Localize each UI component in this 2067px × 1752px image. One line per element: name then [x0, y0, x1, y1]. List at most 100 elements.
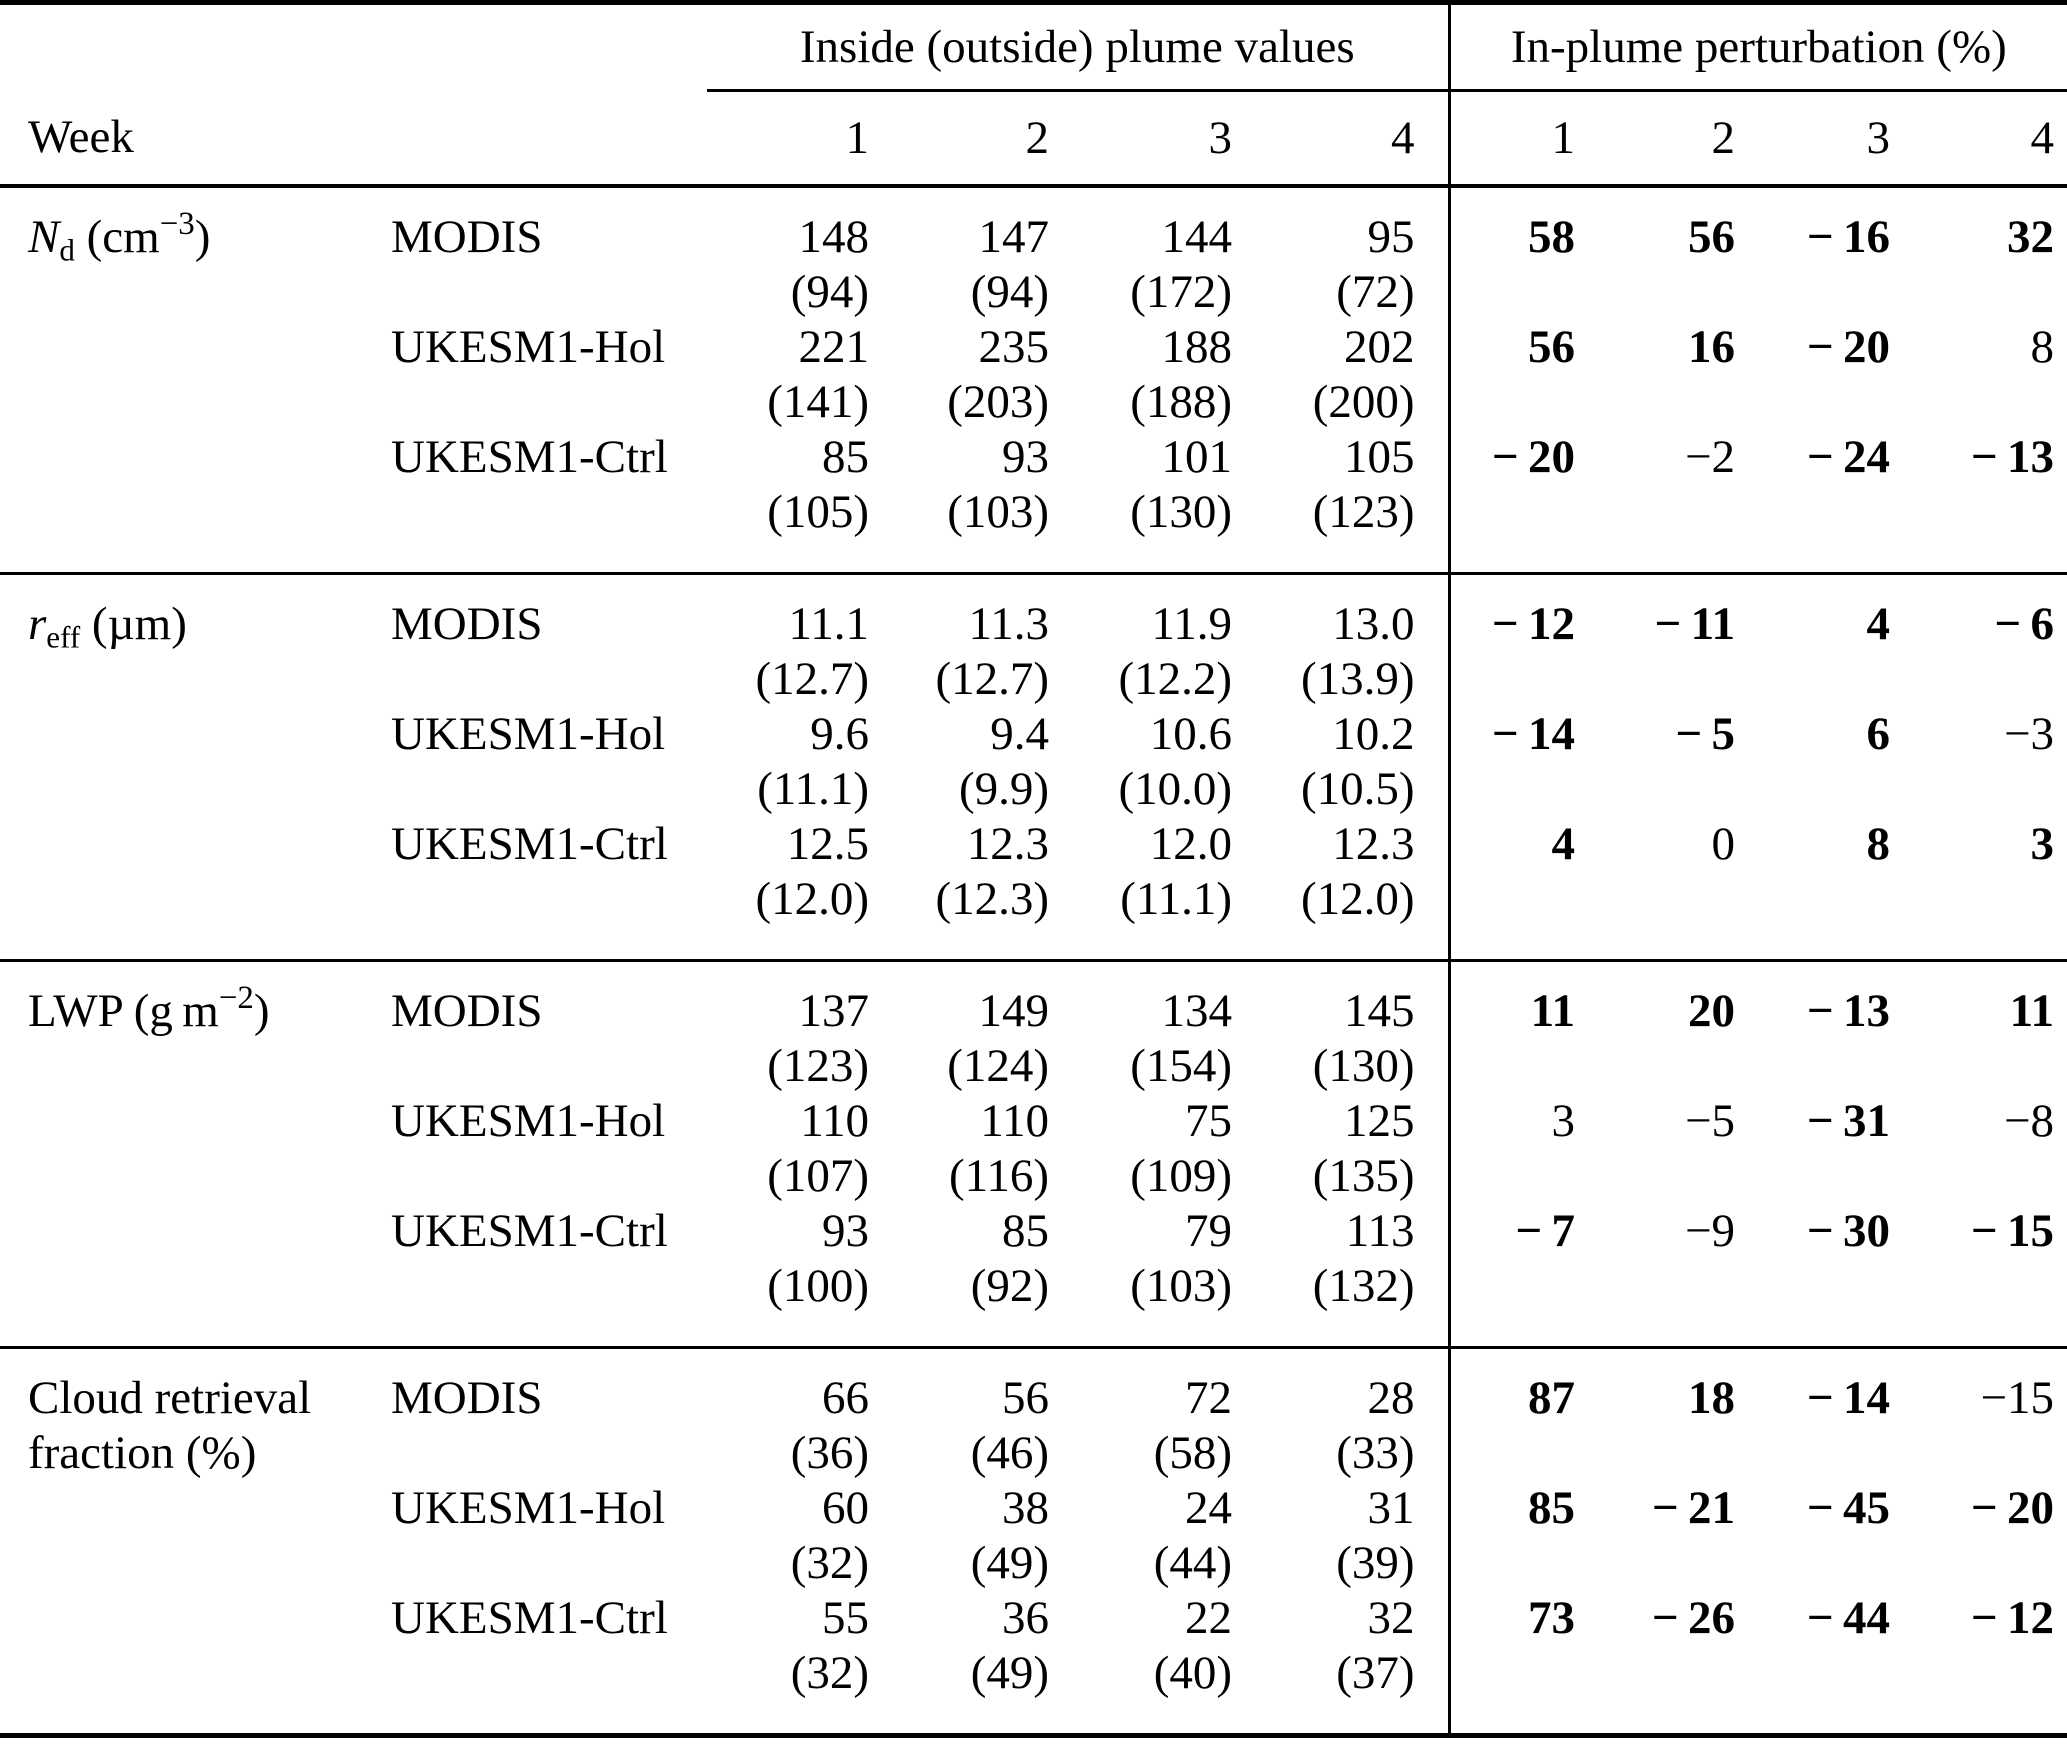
- outside-value-cell: (9.9): [958, 763, 1049, 815]
- pert-empty-cell: [1599, 265, 1759, 320]
- table-row-main: UKESM1-Ctrl 55 36 22 32 73 − 26 − 44 − 12: [0, 1591, 2067, 1646]
- week-header-pert-2: 2: [1599, 90, 1760, 188]
- table-row-outside: (36) (46) (58) (33): [0, 1426, 2067, 1481]
- pert-empty-cell: [1914, 1646, 2067, 1736]
- inside-value-cell: 32: [1367, 1592, 1415, 1644]
- dataset-label: UKESM1-Ctrl: [391, 1592, 668, 1644]
- pert-value-cell: − 11: [1599, 572, 1760, 652]
- pert-value-cell: 16: [1688, 321, 1736, 373]
- variable-label-part: LWP (g m: [28, 985, 219, 1037]
- inside-value-cell: 13.0: [1250, 572, 1450, 652]
- week-header-pert-3: 3: [1759, 90, 1915, 188]
- pert-empty-cell: [1759, 1039, 1914, 1094]
- outside-value-cell: (32): [790, 1537, 869, 1589]
- inside-value-cell: 55: [822, 1592, 869, 1644]
- variable-label-part: eff: [46, 619, 81, 655]
- table-row-outside: (105) (103) (130) (123): [0, 485, 2067, 574]
- pert-value-cell: 87: [1447, 1346, 1600, 1426]
- spacer-cell: [355, 375, 707, 430]
- dataset-label: UKESM1-Ctrl: [391, 431, 668, 483]
- pert-empty-cell: [1759, 485, 1914, 574]
- pert-empty-cell: [1914, 1536, 2067, 1591]
- dataset-label: MODIS: [355, 959, 707, 1039]
- dataset-label: UKESM1-Hol: [391, 1095, 666, 1147]
- outside-value-cell: (100): [767, 1260, 869, 1312]
- inside-value-cell: 110: [800, 1095, 869, 1147]
- pert-empty-cell: [1759, 1426, 1914, 1481]
- spacer-cell: [355, 652, 707, 707]
- pert-empty-cell: [1447, 1149, 1600, 1204]
- dataset-label: UKESM1-Hol: [391, 708, 666, 760]
- outside-value-cell: (172): [1130, 266, 1232, 318]
- table-row-main: UKESM1-Hol 110 110 75 125 3 −5 − 31 −8: [0, 1094, 2067, 1149]
- pert-value-cell: 11: [1447, 959, 1600, 1039]
- inside-value-cell: 101: [1161, 431, 1233, 483]
- pert-value-cell: −8: [2004, 1095, 2055, 1147]
- pert-value-cell: − 24: [1806, 431, 1891, 483]
- spacer-cell: [355, 1536, 707, 1591]
- outside-value-cell: (124): [947, 1040, 1049, 1092]
- outside-value-cell: (36): [790, 1427, 869, 1479]
- pert-empty-cell: [1914, 265, 2067, 320]
- pert-empty-cell: [1447, 652, 1600, 707]
- pert-value-cell: − 16: [1806, 211, 1891, 263]
- pert-empty-cell: [1447, 265, 1600, 320]
- outside-value-cell: (12.0): [755, 873, 869, 925]
- outside-value-cell: (11.1): [757, 763, 869, 815]
- spacer-cell: [355, 485, 707, 574]
- dataset-label: UKESM1-Ctrl: [391, 1205, 668, 1257]
- outside-value-cell: (11.1): [1120, 873, 1232, 925]
- pert-empty-cell: [1599, 872, 1759, 961]
- pert-value-cell: −5: [1685, 1095, 1736, 1147]
- variable-label-part: −3: [159, 205, 195, 242]
- table-row-outside: (100) (92) (103) (132): [0, 1259, 2067, 1348]
- outside-value-cell: (135): [1312, 1150, 1415, 1202]
- table-row-main: UKESM1-Ctrl 93 85 79 113 − 7 −9 − 30 − 15: [0, 1204, 2067, 1259]
- spacer-cell: [355, 1149, 707, 1204]
- pert-empty-cell: [1599, 762, 1759, 817]
- spacer-cell: [355, 1426, 707, 1481]
- pert-value-cell: 3: [1447, 1094, 1600, 1149]
- inside-value-cell: 38: [1002, 1482, 1049, 1534]
- outside-value-cell: (12.7): [935, 653, 1049, 705]
- dataset-label: MODIS: [355, 1346, 707, 1426]
- pert-value-cell: 3: [2030, 818, 2055, 870]
- pert-empty-cell: [1447, 1646, 1600, 1736]
- spacer-cell: [355, 1646, 707, 1736]
- pert-value-cell: −3: [2004, 708, 2055, 760]
- pert-value-cell: − 12: [1970, 1592, 2055, 1644]
- dataset-label: UKESM1-Hol: [391, 321, 666, 373]
- pert-empty-cell: [1914, 485, 2067, 574]
- pert-empty-cell: [1447, 375, 1600, 430]
- pert-empty-cell: [1599, 1259, 1759, 1348]
- variable-label-part: N: [28, 211, 60, 263]
- pert-value-cell: 32: [2007, 211, 2055, 263]
- pert-value-cell: 20: [1599, 959, 1760, 1039]
- pert-empty-cell: [1759, 1259, 1914, 1348]
- group-header-perturbation: In-plume perturbation (%): [1447, 2, 2067, 92]
- outside-value-cell: (132): [1312, 1260, 1415, 1312]
- outside-value-cell: (58): [1153, 1427, 1232, 1479]
- pert-empty-cell: [1599, 1536, 1759, 1591]
- week-header-inside-4: 4: [1250, 90, 1450, 188]
- inside-value-cell: 12.0: [1149, 818, 1232, 870]
- inside-value-cell: 28: [1250, 1346, 1450, 1426]
- outside-value-cell: (32): [790, 1647, 869, 1699]
- pert-empty-cell: [1759, 652, 1914, 707]
- spacer-cell: [355, 762, 707, 817]
- table-row-outside: (12.7) (12.7) (12.2) (13.9): [0, 652, 2067, 707]
- pert-empty-cell: [1914, 652, 2067, 707]
- pert-value-cell: − 13: [1759, 959, 1915, 1039]
- inside-value-cell: 125: [1344, 1095, 1415, 1147]
- outside-value-cell: (12.2): [1118, 653, 1232, 705]
- table-row-outside: (32) (49) (40) (37): [0, 1646, 2067, 1736]
- inside-value-cell: 12.5: [786, 818, 869, 870]
- pert-value-cell: 85: [1447, 1481, 1600, 1536]
- inside-value-cell: 10.6: [1149, 708, 1232, 760]
- inside-value-cell: 137: [707, 959, 887, 1039]
- pert-value-cell: − 5: [1675, 708, 1736, 760]
- inside-value-cell: 9.4: [990, 708, 1049, 760]
- pert-value-cell: 56: [1688, 211, 1736, 263]
- spacer-cell: [355, 265, 707, 320]
- inside-value-cell: 145: [1250, 959, 1450, 1039]
